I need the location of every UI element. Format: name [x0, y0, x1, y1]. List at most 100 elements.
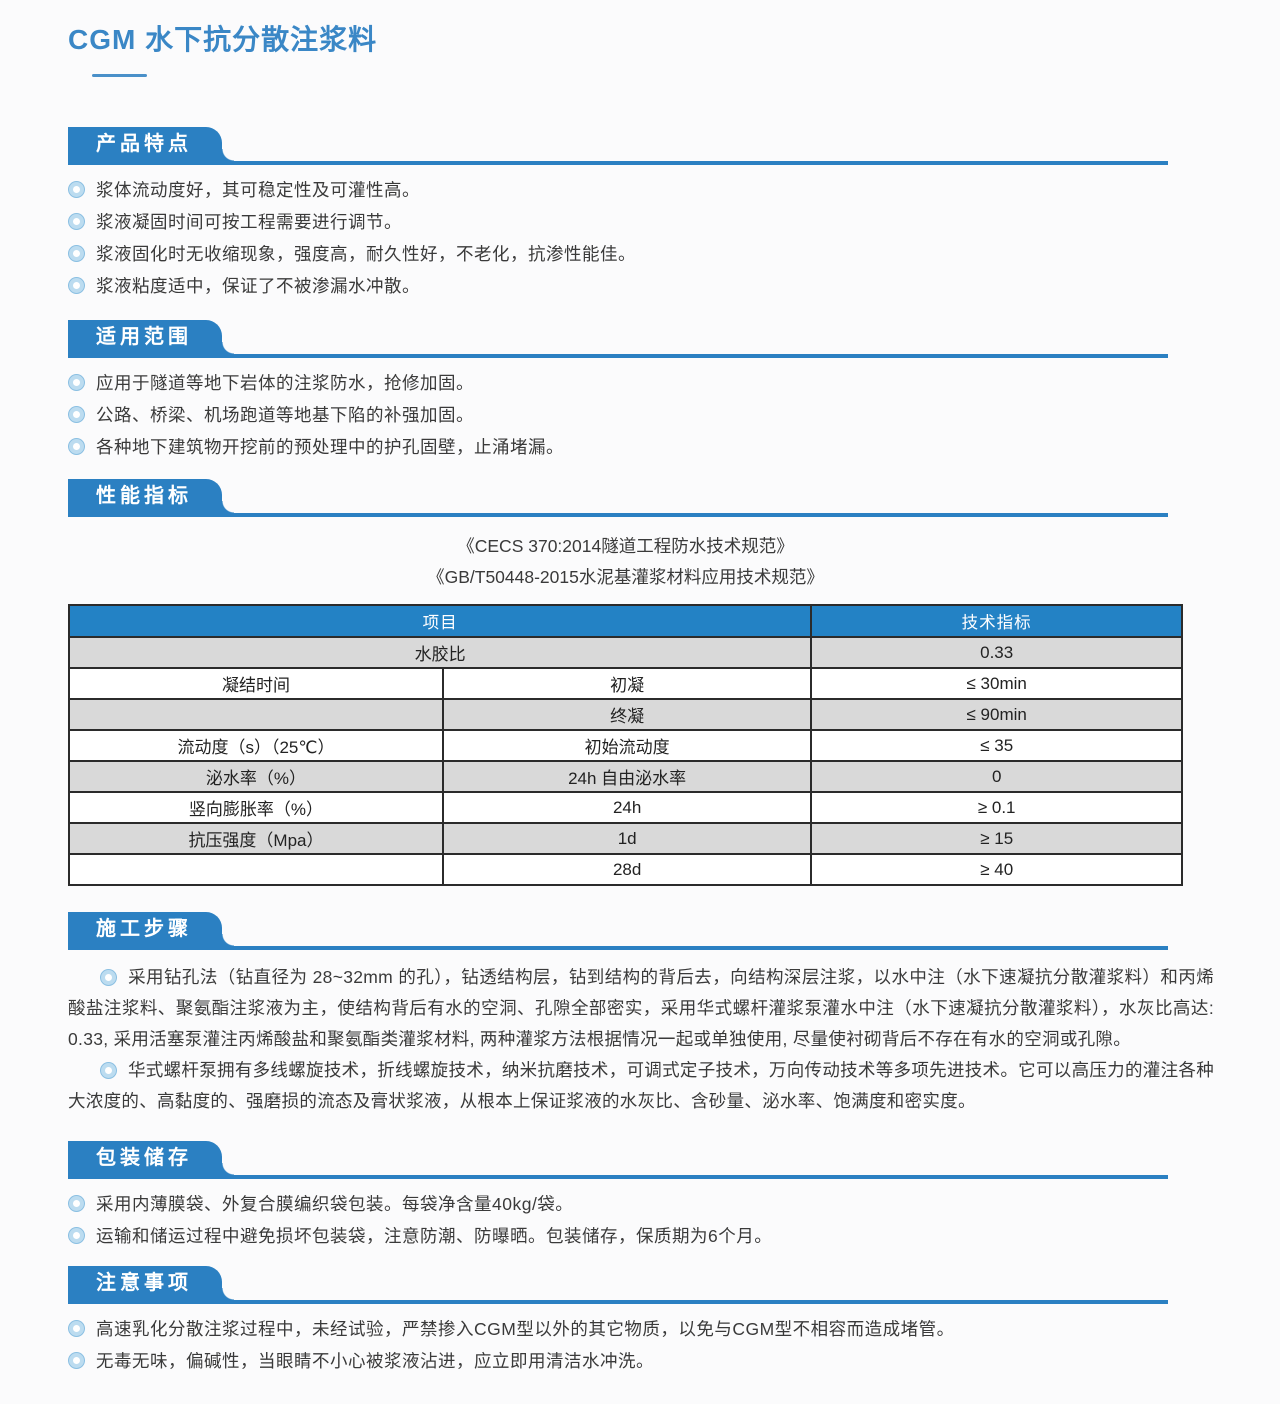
- table-cell: 初凝: [441, 667, 813, 700]
- double-ring-icon: [69, 278, 84, 293]
- table-row: 水胶比 0.33: [67, 636, 1183, 669]
- table-cell: 水胶比: [67, 636, 813, 669]
- table-cell: 初始流动度: [441, 729, 813, 762]
- table-cell: 竖向膨胀率（%）: [68, 791, 444, 824]
- title-underline: [92, 74, 147, 77]
- table-cell: 流动度（s）（25℃）: [68, 729, 444, 762]
- double-ring-icon: [69, 407, 84, 422]
- section-header-construction-steps: 施工步骤: [68, 912, 1168, 950]
- bullet-text: 运输和储运过程中避免损坏包装袋，注意防潮、防曝晒。包装储存，保质期为6个月。: [96, 1226, 773, 1246]
- double-ring-icon: [69, 1321, 84, 1336]
- section-tab-performance: 性能指标: [68, 479, 234, 513]
- table-cell: 24h: [441, 791, 813, 824]
- section-header-packaging-storage: 包装储存: [68, 1141, 1168, 1179]
- double-ring-icon: [101, 1063, 116, 1078]
- list-item: 浆液凝固时间可按工程需要进行调节。: [68, 212, 1214, 232]
- performance-table: 项目 技术指标 水胶比 0.33 凝结时间 初凝 ≤ 30min 终凝 ≤ 90…: [67, 604, 1183, 886]
- list-item: 浆液固化时无收缩现象，强度高，耐久性好，不老化，抗渗性能佳。: [68, 244, 1214, 264]
- table-row: 泌水率（%） 24h 自由泌水率 0: [68, 760, 1183, 793]
- section-header-precautions: 注意事项: [68, 1266, 1168, 1304]
- table-cell: 泌水率（%）: [68, 760, 444, 793]
- bullet-text: 浆液固化时无收缩现象，强度高，耐久性好，不老化，抗渗性能佳。: [96, 244, 636, 264]
- section-title: 注意事项: [96, 1272, 192, 1294]
- section-header-performance: 性能指标: [68, 479, 1168, 517]
- table-row: 流动度（s）（25℃） 初始流动度 ≤ 35: [68, 729, 1183, 762]
- section-header-application-scope: 适用范围: [68, 320, 1168, 358]
- bullet-text: 无毒无味，偏碱性，当眼睛不小心被浆液沾进，应立即用清洁水冲洗。: [96, 1351, 654, 1371]
- table-cell: [68, 853, 444, 886]
- list-item: 公路、桥梁、机场跑道等地基下陷的补强加固。: [68, 405, 1214, 425]
- table-row: 凝结时间 初凝 ≤ 30min: [68, 667, 1183, 700]
- bullet-text: 高速乳化分散注浆过程中，未经试验，严禁掺入CGM型以外的其它物质，以免与CGM型…: [96, 1319, 955, 1339]
- table-header-cell: 项目: [67, 604, 813, 638]
- paragraph: 华式螺杆泵拥有多线螺旋技术，折线螺旋技术，纳米抗磨技术，可调式定子技术，万向传动…: [68, 1055, 1214, 1117]
- list-item: 应用于隧道等地下岩体的注浆防水，抢修加固。: [68, 373, 1214, 393]
- table-cell: 抗压强度（Mpa）: [68, 822, 444, 855]
- table-cell: 终凝: [441, 698, 813, 731]
- list-item: 无毒无味，偏碱性，当眼睛不小心被浆液沾进，应立即用清洁水冲洗。: [68, 1351, 1214, 1371]
- bullet-text: 采用内薄膜袋、外复合膜编织袋包装。每袋净含量40kg/袋。: [96, 1194, 574, 1214]
- table-cell: ≥ 15: [810, 822, 1183, 855]
- paragraph-text: 华式螺杆泵拥有多线螺旋技术，折线螺旋技术，纳米抗磨技术，可调式定子技术，万向传动…: [68, 1060, 1214, 1111]
- product-features-list: 浆体流动度好，其可稳定性及可灌性高。 浆液凝固时间可按工程需要进行调节。 浆液固…: [68, 180, 1214, 296]
- section-title: 包装储存: [96, 1147, 192, 1169]
- table-cell: [68, 698, 444, 731]
- list-item: 浆液粘度适中，保证了不被渗漏水冲散。: [68, 276, 1214, 296]
- paragraph-text: 采用钻孔法（钻直径为 28~32mm 的孔），钻透结构层，钻到结构的背后去，向结…: [68, 967, 1214, 1049]
- list-item: 高速乳化分散注浆过程中，未经试验，严禁掺入CGM型以外的其它物质，以免与CGM型…: [68, 1319, 1214, 1339]
- list-item: 各种地下建筑物开挖前的预处理中的护孔固壁，止涌堵漏。: [68, 437, 1214, 457]
- paragraph: 采用钻孔法（钻直径为 28~32mm 的孔），钻透结构层，钻到结构的背后去，向结…: [68, 962, 1214, 1055]
- bullet-text: 浆液凝固时间可按工程需要进行调节。: [96, 212, 402, 232]
- table-header-row: 项目 技术指标: [67, 604, 1183, 638]
- table-cell: 0.33: [810, 636, 1183, 669]
- section-tab-packaging-storage: 包装储存: [68, 1141, 234, 1175]
- double-ring-icon: [69, 246, 84, 261]
- table-cell: ≤ 35: [810, 729, 1183, 762]
- application-scope-list: 应用于隧道等地下岩体的注浆防水，抢修加固。 公路、桥梁、机场跑道等地基下陷的补强…: [68, 373, 1214, 457]
- table-cell: ≤ 90min: [810, 698, 1183, 731]
- double-ring-icon: [69, 1228, 84, 1243]
- section-tab-product-features: 产品特点: [68, 127, 234, 161]
- table-row: 抗压强度（Mpa） 1d ≥ 15: [68, 822, 1183, 855]
- table-cell: ≥ 0.1: [810, 791, 1183, 824]
- double-ring-icon: [69, 375, 84, 390]
- table-cell: 凝结时间: [68, 667, 444, 700]
- table-header-cell: 技术指标: [810, 604, 1183, 638]
- section-title: 施工步骤: [96, 918, 192, 940]
- standards-references: 《CECS 370:2014隧道工程防水技术规范》 《GB/T50448-201…: [68, 531, 1183, 593]
- table-row: 终凝 ≤ 90min: [68, 698, 1183, 731]
- double-ring-icon: [69, 439, 84, 454]
- double-ring-icon: [69, 214, 84, 229]
- bullet-text: 应用于隧道等地下岩体的注浆防水，抢修加固。: [96, 373, 474, 393]
- double-ring-icon: [69, 1196, 84, 1211]
- section-title: 适用范围: [96, 326, 192, 348]
- list-item: 浆体流动度好，其可稳定性及可灌性高。: [68, 180, 1214, 200]
- standard-reference: 《CECS 370:2014隧道工程防水技术规范》: [457, 536, 794, 556]
- table-cell: 28d: [441, 853, 813, 886]
- bullet-text: 浆体流动度好，其可稳定性及可灌性高。: [96, 180, 420, 200]
- table-row: 竖向膨胀率（%） 24h ≥ 0.1: [68, 791, 1183, 824]
- section-tab-construction-steps: 施工步骤: [68, 912, 234, 946]
- bullet-text: 公路、桥梁、机场跑道等地基下陷的补强加固。: [96, 405, 474, 425]
- list-item: 运输和储运过程中避免损坏包装袋，注意防潮、防曝晒。包装储存，保质期为6个月。: [68, 1226, 1214, 1246]
- section-title: 产品特点: [96, 133, 192, 155]
- section-header-product-features: 产品特点: [68, 127, 1168, 165]
- standard-reference: 《GB/T50448-2015水泥基灌浆材料应用技术规范》: [427, 567, 824, 587]
- section-title: 性能指标: [96, 485, 192, 507]
- double-ring-icon: [69, 182, 84, 197]
- table-cell: 1d: [441, 822, 813, 855]
- double-ring-icon: [101, 970, 116, 985]
- table-cell: ≥ 40: [810, 853, 1183, 886]
- construction-steps-text: 采用钻孔法（钻直径为 28~32mm 的孔），钻透结构层，钻到结构的背后去，向结…: [68, 962, 1214, 1117]
- table-cell: 24h 自由泌水率: [441, 760, 813, 793]
- section-tab-precautions: 注意事项: [68, 1266, 234, 1300]
- precautions-list: 高速乳化分散注浆过程中，未经试验，严禁掺入CGM型以外的其它物质，以免与CGM型…: [68, 1319, 1214, 1371]
- list-item: 采用内薄膜袋、外复合膜编织袋包装。每袋净含量40kg/袋。: [68, 1194, 1214, 1214]
- bullet-text: 各种地下建筑物开挖前的预处理中的护孔固壁，止涌堵漏。: [96, 437, 564, 457]
- table-row: 28d ≥ 40: [68, 853, 1183, 886]
- section-tab-application-scope: 适用范围: [68, 320, 234, 354]
- page-title: CGM 水下抗分散注浆料: [68, 24, 378, 55]
- packaging-storage-list: 采用内薄膜袋、外复合膜编织袋包装。每袋净含量40kg/袋。 运输和储运过程中避免…: [68, 1194, 1214, 1246]
- bullet-text: 浆液粘度适中，保证了不被渗漏水冲散。: [96, 276, 420, 296]
